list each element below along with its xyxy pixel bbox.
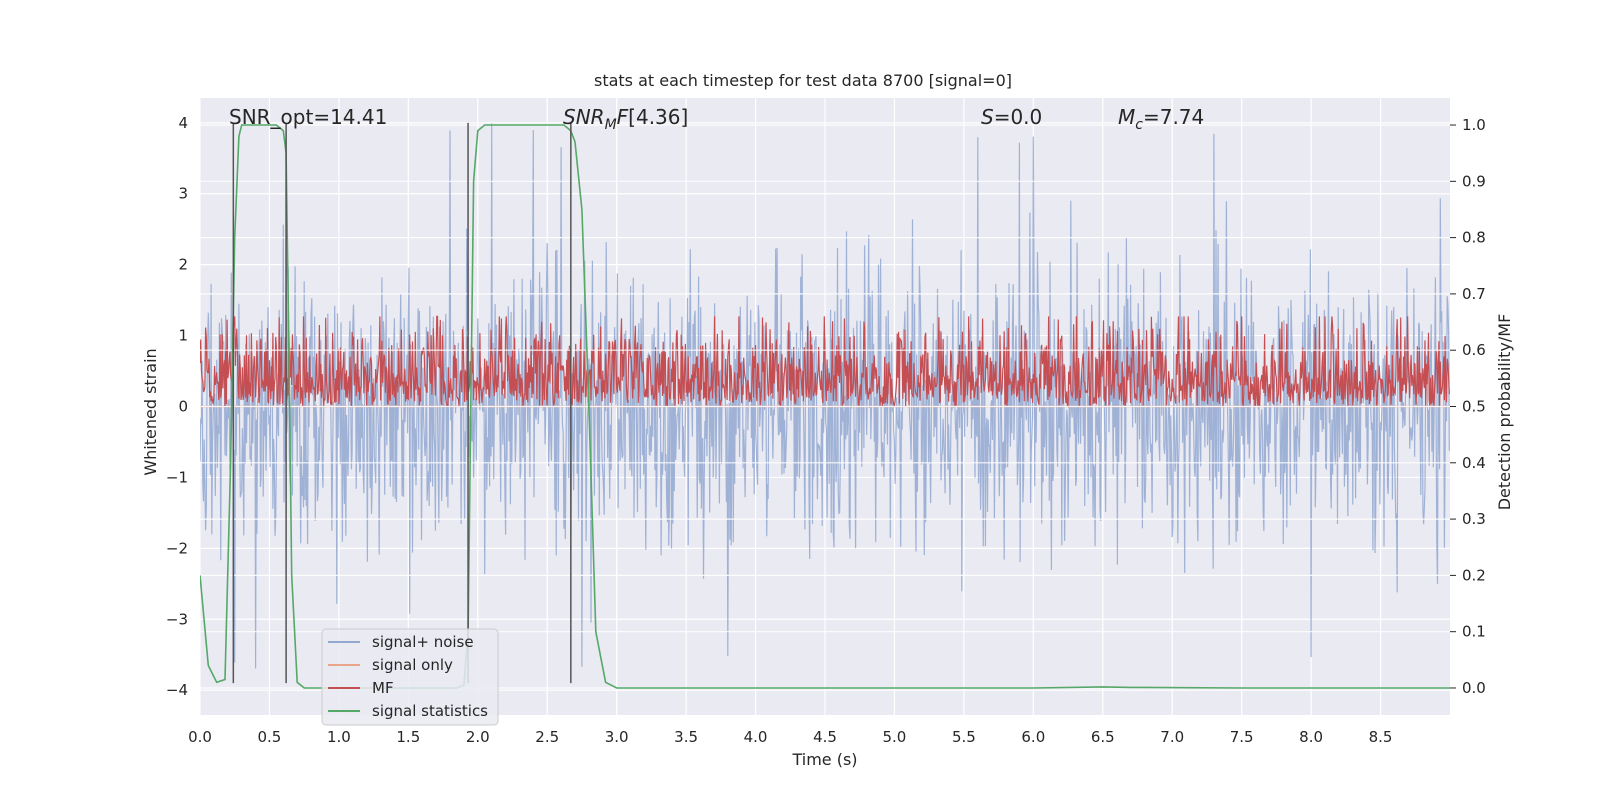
y2-tick-label-0: 1.0 <box>1462 116 1486 134</box>
x-tick-label-4: 2.0 <box>466 728 490 746</box>
y-tick-label-1: 3 <box>178 185 188 203</box>
s-annotation: S=0.0 <box>981 105 1042 129</box>
chart-title: stats at each timestep for test data 870… <box>594 71 1012 90</box>
snr-opt-annotation: SNR_opt=14.41 <box>229 105 387 129</box>
y2-tick-label-3: 0.7 <box>1462 285 1486 303</box>
series-mf-line <box>200 315 1450 408</box>
x-tick-label-10: 5.0 <box>883 728 907 746</box>
y2-tick-label-5: 0.5 <box>1462 398 1486 416</box>
x-tick-label-17: 8.5 <box>1369 728 1393 746</box>
legend-box <box>321 628 499 726</box>
snr-mf-value: [4.36] <box>628 105 688 129</box>
y-tick-labels: 4 3 2 1 0 −1 −2 −3 −4 <box>166 114 188 699</box>
y2-axis-label: Detection probability/MF <box>1495 314 1514 511</box>
mc-value: =7.74 <box>1143 105 1204 129</box>
x-tick-label-5: 2.5 <box>535 728 559 746</box>
x-tick-label-13: 6.5 <box>1091 728 1115 746</box>
y-axis-label: Whitened strain <box>141 348 160 475</box>
legend-item-signal-noise: signal+ noise <box>328 633 474 651</box>
y2-tick-label-6: 0.4 <box>1462 454 1486 472</box>
y-tick-label-2: 2 <box>178 256 188 274</box>
y2-tick-labels: 1.0 0.9 0.8 0.7 0.6 0.5 0.4 0.3 0.2 0.1 0.0 <box>1450 116 1486 697</box>
x-tick-label-3: 1.5 <box>396 728 420 746</box>
x-tick-label-15: 7.5 <box>1230 728 1254 746</box>
x-tick-label-12: 6.0 <box>1021 728 1045 746</box>
series-signal-plus-noise-line <box>200 123 1450 669</box>
mc-annotation: Mc=7.74 <box>1118 105 1204 133</box>
y-tick-label-8: −4 <box>166 681 188 699</box>
legend-label-signal-noise: signal+ noise <box>372 633 474 651</box>
x-tick-label-6: 3.0 <box>605 728 629 746</box>
x-tick-label-16: 8.0 <box>1299 728 1323 746</box>
x-tick-label-2: 1.0 <box>327 728 351 746</box>
y2-tick-label-8: 0.2 <box>1462 566 1486 584</box>
y2-tick-label-4: 0.6 <box>1462 341 1486 359</box>
y-tick-label-0: 4 <box>178 114 188 132</box>
y-tick-label-3: 1 <box>178 327 188 345</box>
legend-label-signal-only: signal only <box>372 656 453 674</box>
detection-marker-lines <box>232 122 572 684</box>
legend-label-signal-statistics: signal statistics <box>372 702 488 720</box>
legend: signal+ noise signal only MF signal stat… <box>321 628 499 726</box>
y2-tick-label-2: 0.8 <box>1462 229 1486 247</box>
x-tick-label-0: 0.0 <box>188 728 212 746</box>
y2-tick-label-10: 0.0 <box>1462 679 1486 697</box>
legend-item-mf: MF <box>328 679 394 697</box>
x-axis-label: Time (s) <box>791 750 857 769</box>
y-tick-label-5: −1 <box>166 468 188 486</box>
y2-tick-label-7: 0.3 <box>1462 510 1486 528</box>
snr-mf-annotation: SNRMF[4.36] <box>563 105 688 133</box>
y-tick-label-6: −2 <box>166 539 188 557</box>
legend-item-signal-only: signal only <box>328 656 453 674</box>
y2-tick-label-9: 0.1 <box>1462 623 1486 641</box>
x-tick-labels: 0.0 0.5 1.0 1.5 2.0 2.5 3.0 3.5 4.0 4.5 5.0 5.5 6.0 6… <box>188 728 1392 746</box>
x-tick-label-7: 3.5 <box>674 728 698 746</box>
y2-tick-label-1: 0.9 <box>1462 172 1486 190</box>
legend-item-signal-statistics: signal statistics <box>328 702 488 720</box>
x-tick-label-14: 7.0 <box>1160 728 1184 746</box>
x-tick-label-11: 5.5 <box>952 728 976 746</box>
s-value: =0.0 <box>994 105 1043 129</box>
y-tick-label-4: 0 <box>178 398 188 416</box>
x-tick-label-1: 0.5 <box>258 728 282 746</box>
x-tick-label-9: 4.5 <box>813 728 837 746</box>
x-tick-label-8: 4.0 <box>744 728 768 746</box>
y-tick-label-7: −3 <box>166 610 188 628</box>
legend-label-mf: MF <box>372 679 394 697</box>
